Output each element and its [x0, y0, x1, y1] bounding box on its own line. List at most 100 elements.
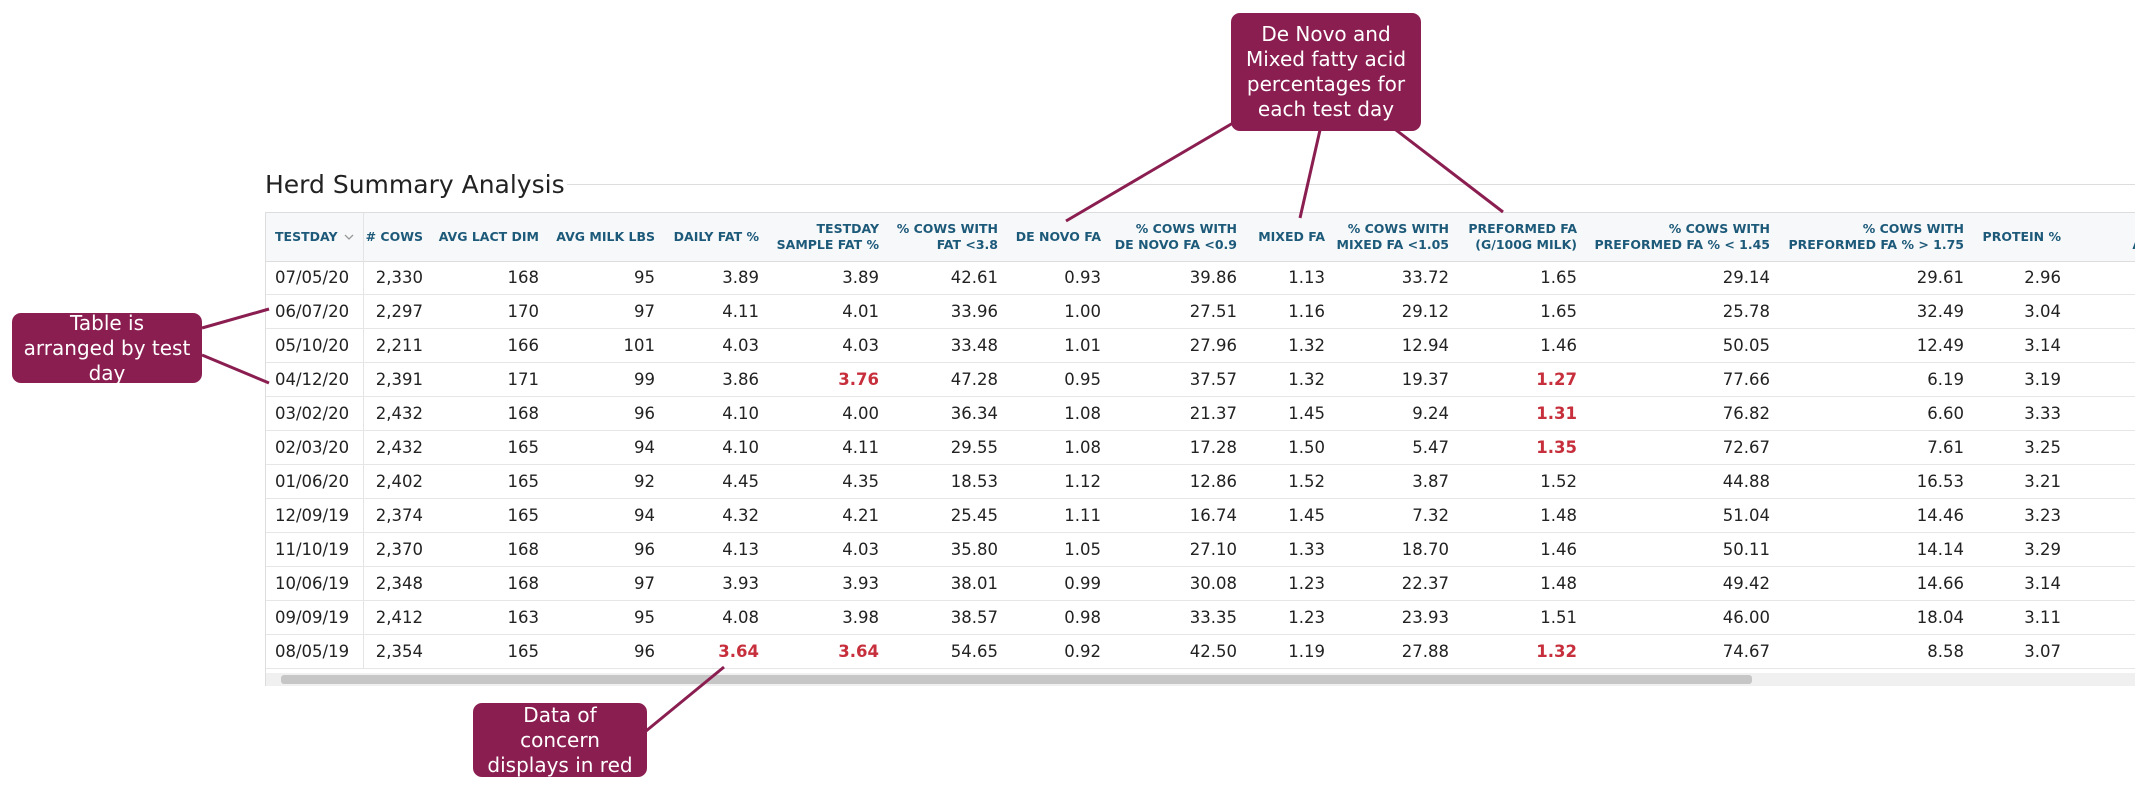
- table-cell: 1.45: [1288, 404, 1325, 423]
- column-header[interactable]: % COWS WITH: [1347, 221, 1449, 236]
- row-divider: [266, 464, 2135, 465]
- scrollbar-thumb[interactable]: [281, 675, 1752, 684]
- column-header[interactable]: DAILY FAT %: [673, 229, 759, 244]
- table-cell: 3.25: [2024, 438, 2061, 457]
- table-cell: 74.67: [1722, 642, 1770, 661]
- column-header[interactable]: TESTDAY: [275, 229, 338, 244]
- table-cell: 4.10: [722, 438, 759, 457]
- sort-icon[interactable]: [344, 234, 354, 242]
- table-cell: 165: [507, 472, 540, 491]
- table-cell: 165: [507, 438, 540, 457]
- table-cell: 4.32: [722, 506, 759, 525]
- table-cell: 2,354: [375, 642, 423, 661]
- table-cell: 29.14: [1722, 268, 1770, 287]
- table-cell: 1.00: [1064, 302, 1101, 321]
- column-header[interactable]: TESTDAY: [816, 221, 880, 236]
- testday-cell: 11/10/19: [275, 540, 350, 559]
- testday-cell: 03/02/20: [275, 404, 350, 423]
- table-cell: 2,412: [375, 608, 423, 627]
- table-cell: 3.93: [842, 574, 879, 593]
- column-header[interactable]: PROTEIN %: [1982, 229, 2061, 244]
- row-divider: [266, 294, 2135, 295]
- column-header[interactable]: AND PR: [2132, 237, 2135, 253]
- table-cell: 1.46: [1540, 336, 1577, 355]
- column-header[interactable]: # COWS: [365, 229, 423, 244]
- column-header[interactable]: % COWS WITH: [1668, 221, 1770, 236]
- table-cell: 4.01: [842, 302, 879, 321]
- table-cell: 3.89: [842, 268, 879, 287]
- testday-cell: 10/06/19: [275, 574, 350, 593]
- table-cell: 76.82: [1722, 404, 1770, 423]
- table-cell: 0.92: [1064, 642, 1101, 661]
- column-header[interactable]: MIXED FA <1.05: [1336, 237, 1449, 252]
- row-divider: [266, 396, 2135, 397]
- table-cell: 1.52: [1540, 472, 1577, 491]
- column-header[interactable]: (G/100G MILK): [1475, 237, 1577, 252]
- table-cell: 1.48: [1540, 574, 1577, 593]
- column-header[interactable]: AVG LACT DIM: [438, 229, 539, 244]
- row-divider: [266, 532, 2135, 533]
- column-header[interactable]: PREFORMED FA % < 1.45: [1594, 237, 1771, 252]
- table-cell: 3.23: [2024, 506, 2061, 525]
- table-cell: 1.12: [1064, 472, 1101, 491]
- table-cell: 3.89: [722, 268, 759, 287]
- column-header[interactable]: PREFORMED FA % > 1.75: [1788, 237, 1965, 252]
- table-cell: 7.32: [1412, 506, 1449, 525]
- table-cell: 3.76: [838, 370, 879, 389]
- callout: Table is arranged by test day: [12, 311, 202, 385]
- table-cell: 3.87: [1412, 472, 1449, 491]
- table-cell: 4.03: [842, 540, 879, 559]
- table-cell: 2,211: [375, 336, 423, 355]
- table-cell: 1.19: [1288, 642, 1325, 661]
- row-divider: [266, 566, 2135, 567]
- column-header[interactable]: PREFORMED FA: [1468, 221, 1577, 236]
- table-cell: 4.03: [842, 336, 879, 355]
- table-cell: 1.51: [1540, 608, 1577, 627]
- column-header[interactable]: DE NOVO FA: [1015, 229, 1101, 244]
- table-cell: 18.70: [1401, 540, 1449, 559]
- column-header[interactable]: % COWS WITH: [1135, 221, 1237, 236]
- table-cell: 19.37: [1401, 370, 1449, 389]
- table-cell: 50.11: [1722, 540, 1770, 559]
- table-cell: 27.96: [1189, 336, 1237, 355]
- row-divider: [266, 498, 2135, 499]
- table-cell: 2,348: [375, 574, 423, 593]
- table-cell: 27.88: [1401, 642, 1449, 661]
- table-cell: 163: [507, 608, 540, 627]
- table-cell: 99: [634, 370, 655, 389]
- table-cell: 1.35: [1536, 438, 1577, 457]
- testday-cell: 08/05/19: [275, 642, 350, 661]
- table-cell: 1.27: [1536, 370, 1577, 389]
- column-header[interactable]: % COWS WITH: [1862, 221, 1964, 236]
- table-cell: 95: [634, 268, 655, 287]
- table-cell: 97: [634, 302, 655, 321]
- table-cell: 96: [634, 540, 655, 559]
- table-cell: 3.33: [2024, 404, 2061, 423]
- table-cell: 2,432: [375, 438, 423, 457]
- table-cell: 49.42: [1722, 574, 1770, 593]
- table-cell: 35.80: [950, 540, 998, 559]
- table-cell: 42.61: [950, 268, 998, 287]
- table-cell: 1.16: [1288, 302, 1325, 321]
- table-cell: 6.19: [1927, 370, 1964, 389]
- table-cell: 168: [507, 404, 540, 423]
- table-cell: 7.61: [1927, 438, 1964, 457]
- table-cell: 44.88: [1722, 472, 1770, 491]
- column-header[interactable]: MIXED FA: [1258, 229, 1325, 244]
- testday-cell: 04/12/20: [275, 370, 350, 389]
- column-header[interactable]: SAMPLE FAT %: [776, 237, 879, 252]
- column-header[interactable]: DE NOVO FA <0.9: [1114, 237, 1237, 252]
- table-cell: 3.98: [842, 608, 879, 627]
- column-header[interactable]: FAT <3.8: [936, 237, 998, 252]
- table-cell: 14.66: [1916, 574, 1964, 593]
- table-cell: 3.04: [2024, 302, 2061, 321]
- table-cell: 92: [634, 472, 655, 491]
- table-cell: 22.37: [1401, 574, 1449, 593]
- table-cell: 51.04: [1722, 506, 1770, 525]
- table-cell: 4.00: [842, 404, 879, 423]
- table-cell: 1.32: [1288, 336, 1325, 355]
- testday-cell: 12/09/19: [275, 506, 350, 525]
- column-header[interactable]: AVG MILK LBS: [556, 229, 655, 244]
- column-header[interactable]: % COWS WITH: [896, 221, 998, 236]
